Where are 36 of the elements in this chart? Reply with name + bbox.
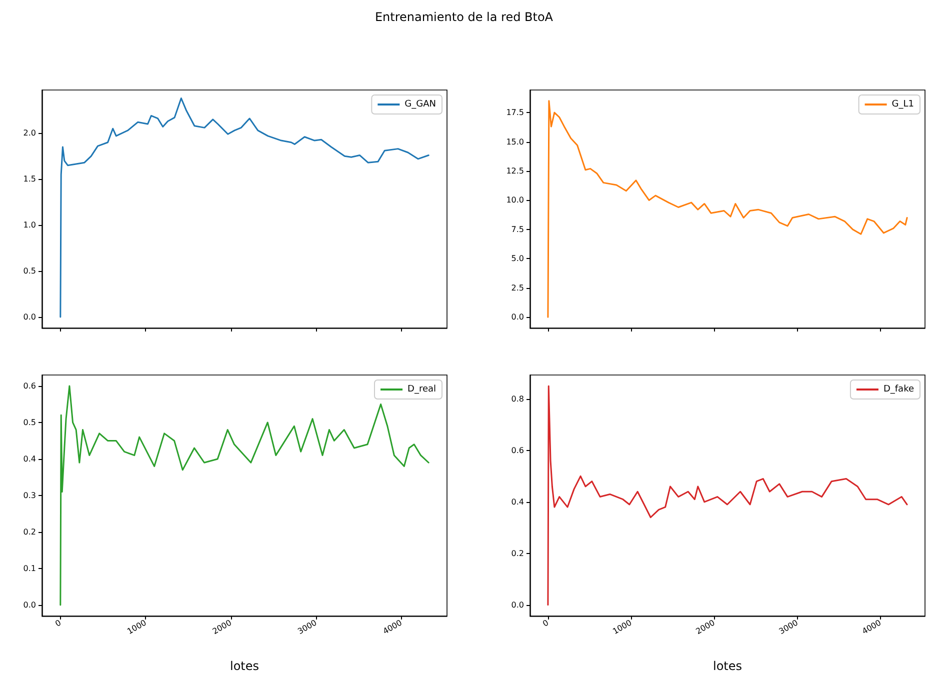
y-tick-label: 12.5: [506, 166, 524, 176]
x-axis-title: lotes: [230, 659, 260, 673]
y-tick-label: 7.5: [511, 224, 524, 234]
y-tick-label: 0.0: [23, 312, 36, 322]
y-tick-label: 0.4: [23, 454, 36, 464]
x-axis-title: lotes: [712, 659, 742, 673]
y-tick-label: 2.5: [511, 283, 524, 292]
y-tick-label: 0.6: [511, 446, 524, 455]
y-tick-label: 5.0: [511, 254, 524, 264]
y-tick-label: 1.0: [23, 220, 36, 230]
y-tick-label: 1.5: [23, 174, 36, 184]
legend-label: G_GAN: [404, 100, 436, 110]
y-tick-label: 0.0: [511, 312, 524, 322]
y-tick-label: 0.3: [23, 491, 36, 500]
y-tick-label: 0.8: [511, 394, 524, 404]
y-tick-label: 0.4: [511, 497, 524, 506]
y-tick-label: 0.6: [23, 381, 36, 390]
y-tick-label: 0.0: [23, 600, 36, 610]
y-tick-label: 15.0: [506, 137, 524, 146]
y-tick-label: 0.0: [511, 600, 524, 610]
y-tick-label: 0.2: [511, 548, 524, 558]
chart-title: Entrenamiento de la red BtoA: [374, 10, 554, 24]
y-tick-label: 0.1: [23, 564, 36, 574]
y-tick-label: 0.2: [23, 528, 36, 537]
y-tick-label: 10.0: [506, 196, 524, 205]
y-tick-label: 17.5: [506, 108, 524, 118]
y-tick-label: 0.5: [23, 266, 36, 276]
legend-label: D_real: [408, 384, 436, 394]
y-tick-label: 0.5: [23, 418, 36, 427]
x-tick-label: 0: [54, 618, 63, 628]
legend-label: G_L1: [892, 100, 914, 110]
x-tick-label: 4000: [381, 618, 404, 636]
legend-label: D_fake: [883, 384, 914, 394]
y-tick-label: 2.0: [23, 128, 36, 138]
x-tick-label: 4000: [860, 618, 883, 636]
x-tick-label: 0: [541, 618, 550, 628]
